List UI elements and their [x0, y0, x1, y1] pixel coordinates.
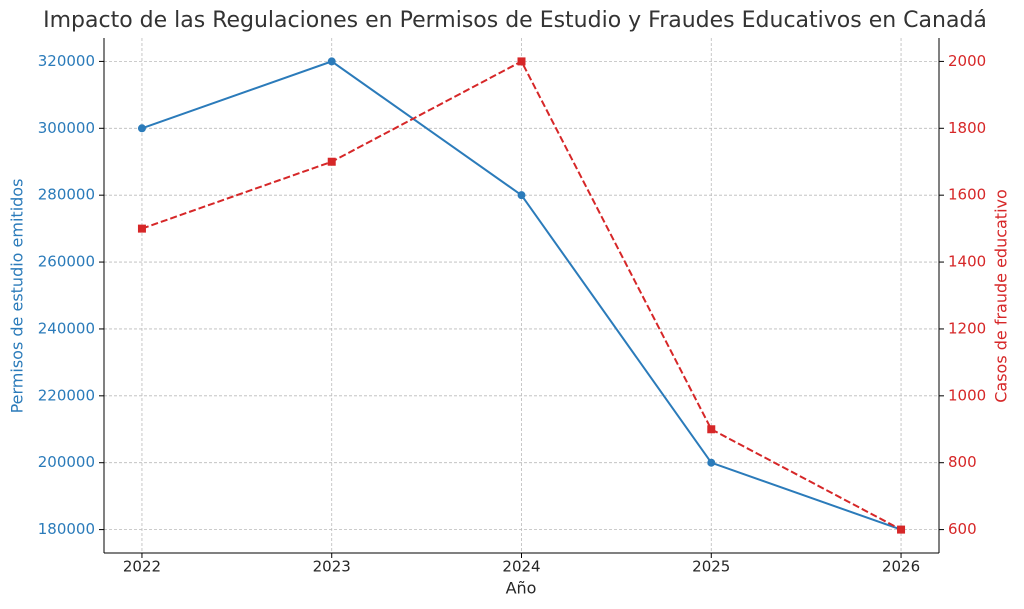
point [707, 425, 716, 434]
y-tick-label: 300000 [38, 119, 95, 137]
point [517, 57, 526, 66]
y2-tick-label: 600 [948, 520, 977, 538]
y-tick-label: 200000 [38, 453, 95, 471]
x-axis-label: Año [506, 579, 537, 598]
point [137, 124, 146, 133]
y2-tick-label: 1800 [948, 119, 986, 137]
y2-tick-label: 800 [948, 453, 977, 471]
point [327, 157, 336, 166]
point [137, 224, 146, 233]
point [707, 458, 716, 467]
y-tick-label: 240000 [38, 319, 95, 337]
y-tick-label: 280000 [38, 186, 95, 204]
y2-tick-label: 1000 [948, 386, 986, 404]
y2-tick-label: 1600 [948, 186, 986, 204]
x-tick-label: 2023 [313, 558, 351, 576]
chart-title: Impacto de las Regulaciones en Permisos … [43, 8, 987, 33]
y2-tick-label: 1200 [948, 319, 986, 337]
x-tick-label: 2026 [882, 558, 920, 576]
point [517, 191, 526, 200]
y2-tick-label: 2000 [948, 52, 986, 70]
y-axis-label: Permisos de estudio emitidos [8, 179, 27, 414]
x-tick-label: 2025 [692, 558, 730, 576]
x-tick-label: 2024 [502, 558, 540, 576]
y2-axis-label: Casos de fraude educativo [992, 189, 1011, 403]
point [327, 57, 336, 66]
y-tick-label: 260000 [38, 253, 95, 271]
y-tick-label: 220000 [38, 386, 95, 404]
y2-tick-label: 1400 [948, 253, 986, 271]
x-tick-label: 2022 [123, 558, 161, 576]
y-tick-label: 180000 [38, 520, 95, 538]
point [897, 525, 906, 534]
y-tick-label: 320000 [38, 52, 95, 70]
